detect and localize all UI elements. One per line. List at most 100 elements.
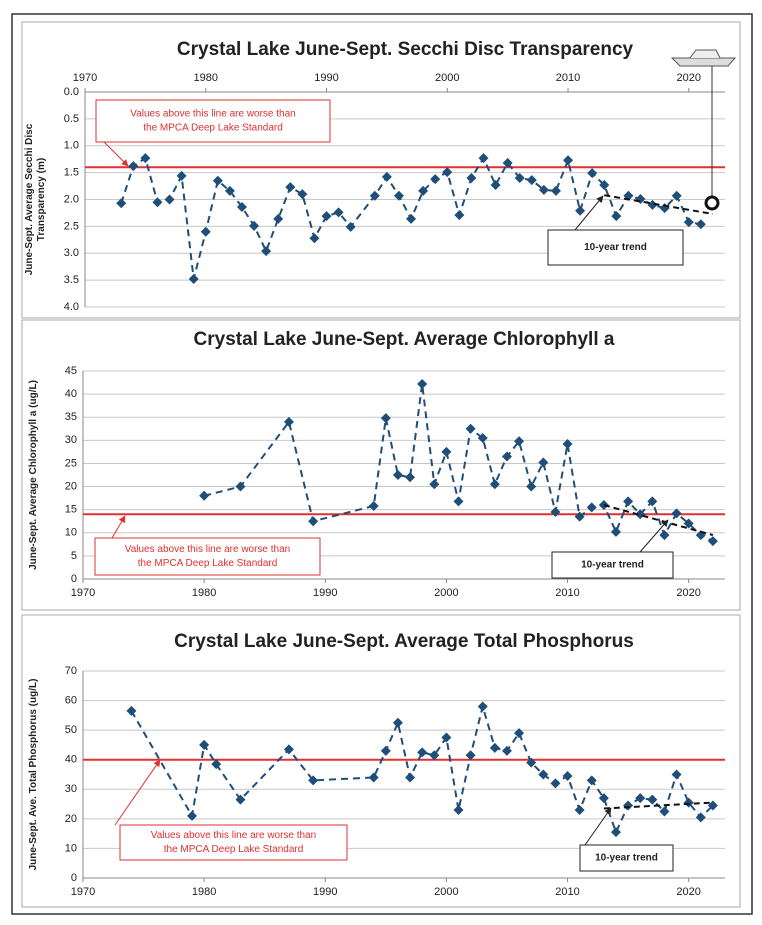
data-point: [454, 496, 464, 506]
data-point: [165, 195, 175, 205]
data-point: [381, 746, 391, 756]
y-tick-label: 70: [65, 665, 77, 677]
y-axis-label-line: June-Sept. Average Chlorophyll a (ug/L): [28, 380, 39, 570]
y-tick-label: 1.0: [64, 140, 79, 152]
data-point: [189, 274, 199, 284]
data-point: [322, 211, 332, 221]
data-point: [491, 180, 501, 190]
data-point: [466, 173, 476, 183]
trend-label: 10-year trend: [595, 853, 658, 864]
data-point: [128, 161, 138, 171]
data-point: [611, 527, 621, 537]
x-tick-label: 1980: [192, 587, 216, 599]
data-point: [551, 186, 561, 196]
note-box: [96, 100, 330, 142]
y-tick-label: 1.5: [64, 167, 79, 179]
data-point: [261, 246, 271, 256]
x-tick-label: 2000: [435, 72, 459, 84]
data-point: [611, 211, 621, 221]
y-tick-label: 30: [65, 783, 77, 795]
note-text: Values above this line are worse than: [151, 830, 316, 841]
x-tick-label: 1970: [71, 587, 95, 599]
data-point: [672, 770, 682, 780]
y-tick-label: 40: [65, 388, 77, 400]
x-tick-label: 2000: [434, 886, 458, 898]
x-tick-label: 1970: [73, 72, 97, 84]
data-point: [623, 496, 633, 506]
y-axis-label-line: Transparency (m): [36, 158, 47, 241]
y-tick-label: 2.5: [64, 220, 79, 232]
trend-arrow: [585, 808, 611, 845]
note-text: the MPCA Deep Lake Standard: [143, 123, 283, 134]
outer-border: [12, 14, 752, 914]
data-point: [442, 167, 452, 177]
data-point: [393, 718, 403, 728]
data-line: [204, 384, 713, 541]
note-text: Values above this line are worse than: [125, 544, 290, 555]
chart-title: Crystal Lake June-Sept. Secchi Disc Tran…: [177, 39, 634, 60]
data-point: [405, 472, 415, 482]
y-tick-label: 3.5: [64, 274, 79, 286]
y-tick-label: 4.0: [64, 301, 79, 313]
data-point: [659, 530, 669, 540]
data-point: [430, 174, 440, 184]
x-tick-label: 2020: [677, 72, 701, 84]
data-point: [273, 214, 283, 224]
data-point: [696, 219, 706, 229]
data-point: [126, 706, 136, 716]
data-point: [563, 771, 573, 781]
data-point: [575, 805, 585, 815]
panel: [22, 22, 740, 318]
x-tick-label: 2020: [676, 886, 700, 898]
data-point: [454, 805, 464, 815]
note-text: the MPCA Deep Lake Standard: [164, 844, 304, 855]
data-point: [187, 811, 197, 821]
data-point: [538, 458, 548, 468]
data-point: [490, 479, 500, 489]
x-tick-label: 2000: [434, 587, 458, 599]
y-tick-label: 0: [71, 872, 77, 884]
y-tick-label: 40: [65, 754, 77, 766]
data-point: [550, 778, 560, 788]
data-point: [478, 153, 488, 163]
y-tick-label: 0.0: [64, 86, 79, 98]
x-tick-label: 2010: [556, 72, 580, 84]
y-tick-label: 25: [65, 457, 77, 469]
y-tick-label: 20: [65, 480, 77, 492]
data-point: [393, 470, 403, 480]
data-point: [478, 701, 488, 711]
data-point: [417, 379, 427, 389]
data-point: [406, 214, 416, 224]
data-point: [466, 424, 476, 434]
data-point: [382, 172, 392, 182]
data-point: [201, 227, 211, 237]
y-tick-label: 10: [65, 842, 77, 854]
data-point: [635, 793, 645, 803]
data-point: [309, 233, 319, 243]
chart-title: Crystal Lake June-Sept. Average Chloroph…: [194, 329, 615, 350]
y-tick-label: 60: [65, 694, 77, 706]
x-tick-label: 1980: [192, 886, 216, 898]
data-point: [647, 795, 657, 805]
trend-label: 10-year trend: [584, 242, 647, 253]
note-text: the MPCA Deep Lake Standard: [138, 558, 278, 569]
chart-title: Crystal Lake June-Sept. Average Total Ph…: [174, 631, 634, 652]
y-tick-label: 50: [65, 724, 77, 736]
trend-line: [604, 803, 713, 809]
data-point: [708, 536, 718, 546]
note-arrow: [112, 516, 125, 538]
data-point: [381, 413, 391, 423]
y-tick-label: 0: [71, 573, 77, 585]
y-tick-label: 5: [71, 550, 77, 562]
y-tick-label: 0.5: [64, 113, 79, 125]
data-point: [284, 744, 294, 754]
x-tick-label: 2010: [555, 587, 579, 599]
y-axis-label-line: June-Sept. Ave. Total Phosphorus (ug/L): [28, 679, 39, 871]
x-tick-label: 1980: [194, 72, 218, 84]
trend-label: 10-year trend: [581, 560, 644, 571]
data-point: [152, 197, 162, 207]
y-axis-label-line: June-Sept. Average Secchi Disc: [24, 123, 35, 275]
x-tick-label: 2010: [555, 886, 579, 898]
data-point: [417, 747, 427, 757]
note-arrow: [115, 760, 160, 825]
